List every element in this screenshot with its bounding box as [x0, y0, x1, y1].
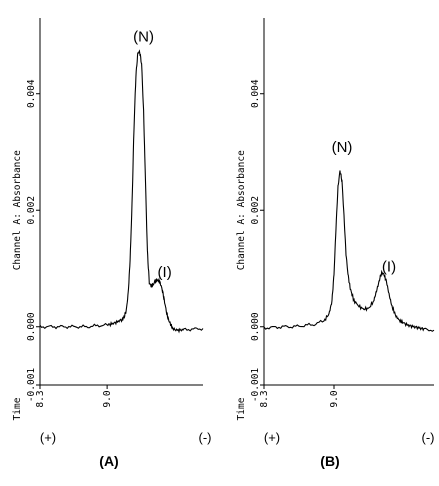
p2-panel-label: (B): [320, 453, 339, 469]
p2-x-axis-label: Time: [236, 397, 247, 420]
p1-y-axis-label: Channel A: Absorbance: [12, 150, 23, 270]
p1-panel-label: (A): [99, 453, 118, 469]
p2-peak-label: (I): [382, 258, 396, 275]
p2-y-tick-label: 0.004: [250, 79, 261, 108]
p1-series-line: [39, 49, 204, 334]
p1-y-tick-label: -0.001: [26, 368, 37, 403]
p2-y-axis-label: Channel A: Absorbance: [236, 150, 247, 270]
p2-series-line: [263, 170, 435, 332]
p2-y-tick-label: -0.001: [250, 368, 261, 403]
p1-y-tick-label: 0.004: [26, 79, 37, 108]
p1-x-tick-label: 9.0: [102, 390, 113, 407]
p2-y-tick-label: 0.002: [250, 196, 261, 225]
p1-y-tick-label: 0.000: [26, 312, 37, 341]
p2-peak-label: (N): [332, 139, 353, 156]
p2-x-tick-label: 8.3: [259, 390, 270, 407]
p1-x-axis-label: Time: [12, 397, 23, 420]
p1-peak-label: (N): [133, 28, 154, 45]
p1-polarity-right: (-): [199, 430, 212, 445]
chart-panel-p1: -0.001 0.000 0.002 0.004 Channel A: Absorban…: [12, 18, 212, 469]
p1-y-tick-label: 0.002: [26, 196, 37, 225]
p2-x-tick-label: 9.0: [329, 390, 340, 407]
p1-peak-label: (I): [158, 264, 172, 281]
p2-polarity-left: (+): [264, 430, 280, 445]
p2-polarity-right: (-): [422, 430, 435, 445]
p1-polarity-left: (+): [40, 430, 56, 445]
p2-y-tick-label: 0.000: [250, 312, 261, 341]
chart-panel-p2: -0.001 0.000 0.002 0.004 Channel A: Absorban…: [236, 18, 435, 469]
p1-x-tick-label: 8.3: [35, 390, 46, 407]
